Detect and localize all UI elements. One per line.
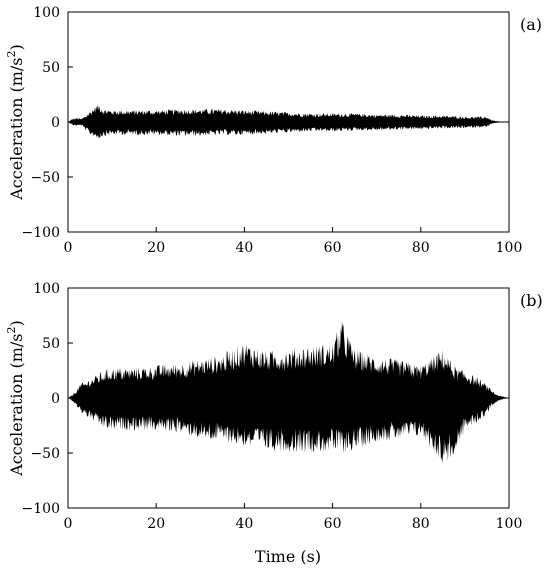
y-axis-title-b-sup: 2 [5, 326, 18, 333]
y-axis-title-b: Acceleration (m/s2) [5, 320, 26, 477]
x-tick-label: 20 [147, 516, 165, 532]
x-tick-label: 60 [324, 516, 342, 532]
y-axis-title-b-close: ) [7, 320, 26, 326]
y-tick-label: 0 [51, 391, 60, 407]
y-axis-title-b-main: Acceleration (m/s [7, 333, 26, 476]
x-axis-title: Time (s) [255, 547, 321, 566]
y-tick-label: −50 [30, 446, 60, 462]
x-tick-label: 40 [235, 516, 253, 532]
x-tick-label: 0 [64, 516, 73, 532]
panel-label-b: (b) [520, 291, 543, 310]
y-axis-title-a-close: ) [7, 44, 26, 50]
y-tick-label: 100 [33, 5, 60, 21]
y-tick-label: −50 [30, 170, 60, 186]
waveform-a [68, 104, 509, 139]
y-tick-label: −100 [22, 501, 60, 517]
panel-label-a: (a) [520, 15, 542, 34]
y-axis-title-a: Acceleration (m/s2) [5, 44, 26, 201]
x-tick-label: 100 [496, 240, 523, 256]
waveform-b [68, 321, 509, 464]
y-tick-label: 100 [33, 281, 60, 297]
x-tick-label: 40 [235, 240, 253, 256]
y-tick-label: 50 [42, 336, 60, 352]
x-tick-label: 20 [147, 240, 165, 256]
frame-a [67, 11, 510, 233]
ticks-b: 0 20 40 60 80 100 −100 −50 0 50 100 [22, 281, 523, 532]
panel-a: 0 20 40 60 80 100 −100 −50 0 50 100 (a) Accelerati… [5, 5, 542, 256]
panel-b: 0 20 40 60 80 100 −100 −50 0 50 100 (b) Accelerati… [5, 281, 543, 566]
x-tick-label: 0 [64, 240, 73, 256]
y-tick-label: −100 [22, 225, 60, 241]
y-axis-title-a-main: Acceleration (m/s [7, 57, 26, 200]
y-tick-label: 50 [42, 60, 60, 76]
x-tick-label: 80 [412, 240, 430, 256]
y-axis-title-a-sup: 2 [5, 50, 18, 57]
x-tick-label: 80 [412, 516, 430, 532]
y-tick-label: 0 [51, 115, 60, 131]
x-tick-label: 100 [496, 516, 523, 532]
frame-b [67, 287, 510, 509]
x-tick-label: 60 [324, 240, 342, 256]
ticks-a: 0 20 40 60 80 100 −100 −50 0 50 100 [22, 5, 523, 256]
